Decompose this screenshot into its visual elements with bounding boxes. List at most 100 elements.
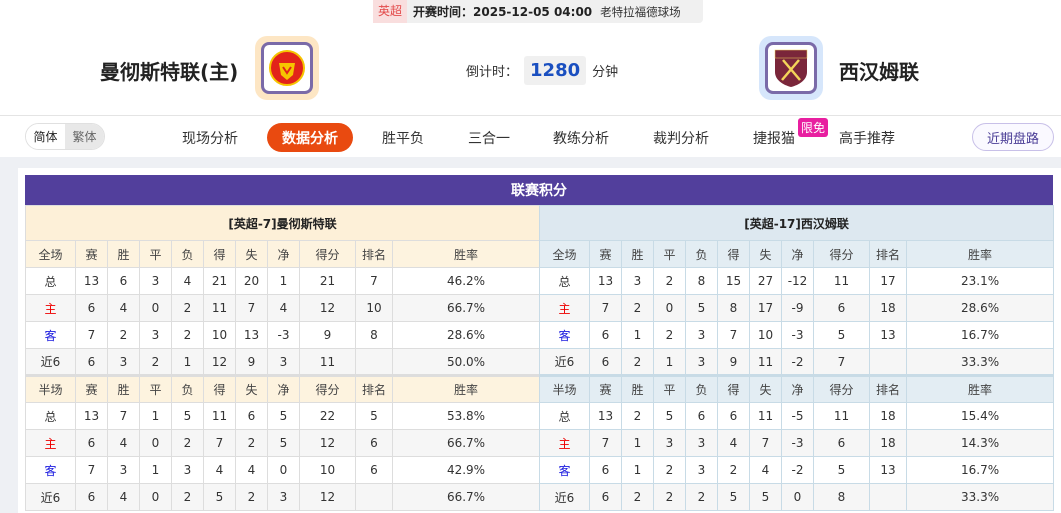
stat-cell: 13: [869, 456, 907, 484]
stat-cell: 6: [813, 294, 870, 322]
tab-expert-picks[interactable]: 高手推荐: [839, 130, 895, 147]
countdown: 倒计时： 1280 分钟: [466, 56, 618, 85]
stat-cell: 6: [717, 402, 750, 430]
stat-cell: 21: [203, 267, 236, 295]
stat-cell: 5: [355, 402, 393, 430]
countdown-label: 倒计时：: [466, 65, 519, 80]
stat-cell: 18: [869, 294, 907, 322]
stat-cell: 12: [299, 429, 356, 457]
stat-cell: [355, 348, 393, 376]
table-row: 总 13 2 5 6 6 11 -5 11 18 15.4%: [539, 402, 1055, 430]
tab-referee-analysis[interactable]: 裁判分析: [653, 130, 709, 147]
stat-cell: 7: [75, 456, 108, 484]
table-row: 主 6 4 0 2 11 7 4 12 10 66.7%: [25, 294, 540, 322]
section-label: 全场: [25, 240, 76, 268]
stat-cell: 2: [653, 321, 686, 349]
tab-data-analysis[interactable]: 数据分析: [267, 123, 353, 152]
stat-cell: 5: [685, 294, 718, 322]
stat-cell: 2: [235, 483, 268, 511]
row-label: 近6: [25, 348, 76, 376]
stat-cell: 10: [355, 294, 393, 322]
column-header: 平: [139, 240, 172, 268]
column-header: 排名: [869, 374, 907, 403]
row-label: 主: [539, 294, 590, 322]
stat-cell: 6: [75, 294, 108, 322]
stat-cell: 3: [139, 321, 172, 349]
stat-cell: 6: [589, 456, 622, 484]
column-header: 胜: [107, 240, 140, 268]
stat-cell: 42.9%: [392, 456, 540, 484]
stat-cell: 2: [171, 294, 204, 322]
stat-cell: 16.7%: [905, 321, 1055, 349]
stat-cell: 4: [171, 267, 204, 295]
home-team-logo[interactable]: [255, 36, 319, 100]
tab-three-in-one[interactable]: 三合一: [468, 130, 510, 147]
table-row: 近6 6 2 2 2 5 5 0 8 33.3%: [539, 483, 1055, 511]
stat-cell: 9: [235, 348, 268, 376]
column-header: 赛: [75, 374, 108, 403]
lang-simplified[interactable]: 简体: [26, 124, 65, 149]
stat-cell: 1: [621, 456, 654, 484]
stat-cell: 17: [869, 267, 907, 295]
column-header: 净: [267, 240, 300, 268]
away-team-logo[interactable]: [759, 36, 823, 100]
tab-coach-analysis[interactable]: 教练分析: [553, 130, 609, 147]
stat-cell: 4: [107, 483, 140, 511]
stat-cell: 17: [749, 294, 782, 322]
stat-cell: 8: [813, 483, 870, 511]
stat-cell: 5: [171, 402, 204, 430]
stat-cell: 15.4%: [905, 402, 1055, 430]
stat-cell: 18: [869, 429, 907, 457]
row-label: 近6: [25, 483, 76, 511]
home-team-name[interactable]: 曼彻斯特联(主): [100, 60, 239, 84]
stat-cell: 11: [749, 348, 782, 376]
stat-cell: -3: [267, 321, 300, 349]
stat-cell: 11: [813, 267, 870, 295]
column-header-row: 半场赛胜平负得失净得分 排名 胜率: [539, 374, 1055, 403]
column-header: 得: [203, 240, 236, 268]
home-standings-table: [英超-7]曼彻斯特联 全场赛胜平负得失净得分 排名 胜率总 13 6 3 4 21 20 1 21 7…: [25, 205, 540, 511]
stat-cell: 11: [299, 348, 356, 376]
stat-cell: 16.7%: [905, 456, 1055, 484]
stat-cell: 27: [749, 267, 782, 295]
tab-win-draw-lose[interactable]: 胜平负: [382, 130, 424, 147]
stat-cell: 11: [203, 294, 236, 322]
away-standings-table: [英超-17]西汉姆联 全场赛胜平负得失净得分 排名 胜率总 13 3 2 8 15 27 -12 1…: [538, 205, 1055, 511]
column-header: 胜率: [905, 240, 1055, 268]
stat-cell: 6: [75, 429, 108, 457]
column-header: 得: [717, 240, 750, 268]
row-label: 客: [25, 321, 76, 349]
column-header: 排名: [355, 374, 393, 403]
stat-cell: 13: [75, 267, 108, 295]
away-team-name[interactable]: 西汉姆联: [839, 60, 919, 84]
stat-cell: 1: [171, 348, 204, 376]
match-info-bar: 英超 开赛时间：2025-12-05 04:00 老特拉福德球场: [373, 0, 703, 23]
stat-cell: 0: [139, 483, 172, 511]
row-label: 总: [539, 402, 590, 430]
stat-cell: 6: [589, 483, 622, 511]
tab-live-analysis[interactable]: 现场分析: [182, 130, 238, 147]
stat-cell: 8: [685, 267, 718, 295]
recent-odds-button[interactable]: 近期盘路: [972, 123, 1054, 151]
lang-traditional[interactable]: 繁体: [65, 124, 104, 149]
column-header: 胜率: [392, 374, 540, 403]
stat-cell: 1: [653, 348, 686, 376]
tab-jiebao-cat[interactable]: 捷报猫: [753, 130, 795, 147]
column-header: 负: [171, 240, 204, 268]
table-row: 主 6 4 0 2 7 2 5 12 6 66.7%: [25, 429, 540, 457]
stat-cell: 4: [717, 429, 750, 457]
free-badge: 限免: [798, 118, 829, 137]
stat-cell: 12: [299, 483, 356, 511]
countdown-value: 1280: [524, 56, 587, 85]
column-header-row: 半场赛胜平负得失净得分 排名 胜率: [25, 374, 540, 403]
table-row: 客 7 2 3 2 10 13 -3 9 8 28.6%: [25, 321, 540, 349]
stat-cell: 18: [869, 402, 907, 430]
stat-cell: 1: [139, 456, 172, 484]
column-header: 平: [139, 374, 172, 403]
row-label: 主: [25, 294, 76, 322]
table-row: 总 13 3 2 8 15 27 -12 11 17 23.1%: [539, 267, 1055, 295]
stat-cell: 3: [685, 321, 718, 349]
league-tag[interactable]: 英超: [373, 0, 408, 23]
stat-cell: 13: [589, 267, 622, 295]
row-label: 客: [25, 456, 76, 484]
